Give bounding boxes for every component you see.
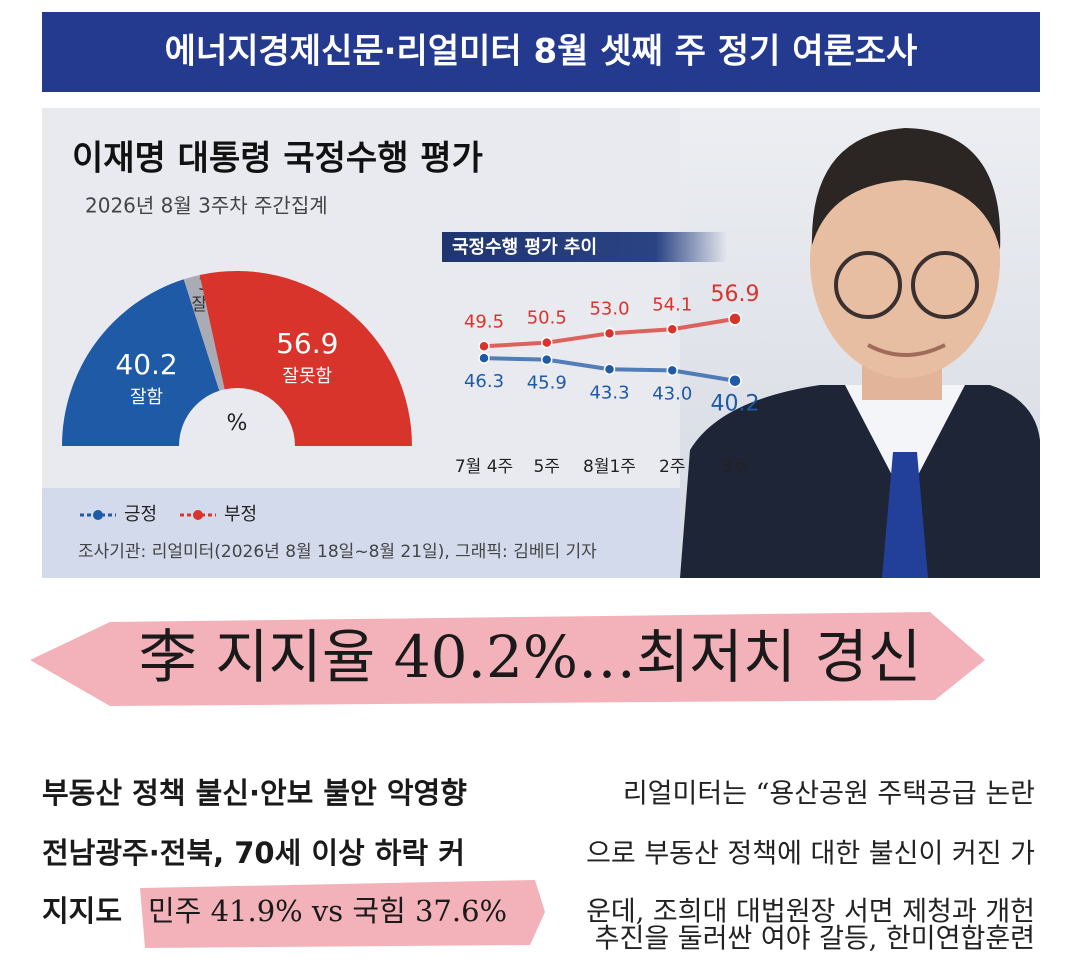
- point-label: 40.2: [711, 392, 760, 417]
- segment-value: 56.9: [276, 327, 338, 360]
- line-chart-title-bg: [442, 232, 727, 262]
- line-chart: 국정수행 평가 추이 7월 4주 5주 8월1주 2주 3주 46.3 45.9 43.3 43.…: [80, 232, 759, 525]
- infographic-title: 이재명 대통령 국정수행 평가: [72, 139, 483, 179]
- segment-label: 잘못함: [282, 366, 332, 387]
- point: [541, 336, 553, 349]
- body-line: 으로 부동산 정책에 대한 불신이 커진 가: [586, 839, 1035, 870]
- point: [666, 364, 678, 377]
- face: [810, 142, 1000, 378]
- smile: [867, 343, 946, 357]
- body-line: 리얼미터는 “용산공원 주택공급 논란: [623, 779, 1035, 810]
- line-chart-title: 국정수행 평가 추이: [452, 237, 597, 258]
- point-label: 43.3: [589, 382, 629, 403]
- banner: [42, 12, 1040, 92]
- legend-dot: [193, 510, 203, 520]
- infographic-subtitle: 2026년 8월 3주차 주간집계: [85, 194, 328, 218]
- photo: [680, 108, 1040, 578]
- x-tick-label: 8월1주: [583, 457, 636, 477]
- point-label: 50.5: [527, 308, 567, 329]
- point: [603, 327, 616, 340]
- body-line: 추진을 둘러싼 여야 갈등, 한미연합훈련: [595, 924, 1035, 955]
- point-label: 56.9: [711, 282, 760, 307]
- legend-label: 긍정: [124, 504, 157, 525]
- segment-label: 잘함: [130, 387, 163, 408]
- point-label: 53.0: [589, 298, 629, 319]
- hair: [811, 128, 1001, 250]
- point: [541, 353, 553, 366]
- x-tick-label: 5주: [534, 457, 560, 477]
- point: [478, 352, 490, 364]
- donut-segment: [62, 279, 220, 446]
- point-label: 46.3: [464, 371, 504, 392]
- glasses-left: [834, 251, 902, 319]
- x-tick-label: 3주: [722, 457, 748, 477]
- headline-highlight: [30, 612, 985, 706]
- legend-label: 부정: [224, 504, 257, 525]
- point-label: 43.0: [652, 383, 692, 404]
- x-tick-label: 7월 4주: [455, 457, 513, 477]
- subhead: 부동산 정책 불신·안보 불안 악영향: [42, 776, 467, 810]
- glasses-right: [911, 251, 979, 319]
- subhead: 지지도: [42, 894, 122, 928]
- headline: 李 지지율 40.2%…최저치 경신: [139, 623, 921, 691]
- body-line: 운데, 조희대 대법원장 서면 제청과 개헌: [586, 897, 1035, 928]
- point: [666, 323, 678, 336]
- suit: [680, 385, 1040, 578]
- x-tick-label: 2주: [659, 457, 685, 477]
- point: [728, 373, 742, 388]
- tie: [882, 452, 928, 578]
- point: [603, 363, 616, 376]
- subhead-highlight-mark: [140, 880, 545, 948]
- subhead: 전남광주·전북, 70세 이상 하락 커: [42, 836, 465, 870]
- unit-label: %: [227, 411, 248, 436]
- source: 조사기관: 리얼미터(2026년 8월 18일~8월 21일), 그래픽: 김베…: [78, 542, 597, 562]
- shirt: [845, 385, 965, 500]
- legend-dot: [93, 510, 103, 520]
- donut-segment: [199, 271, 412, 446]
- donut-segment: [183, 275, 225, 391]
- point-label: 54.1: [652, 294, 692, 315]
- subhead-highlight: 민주 41.9% vs 국힘 37.6%: [148, 894, 507, 928]
- point: [728, 312, 742, 326]
- banner-text: 에너지경제신문·리얼미터 8월 셋째 주 정기 여론조사: [165, 32, 918, 72]
- point-label: 49.5: [464, 311, 504, 332]
- point-label: 45.9: [527, 373, 567, 394]
- point: [478, 340, 490, 353]
- segment-value: 40.2: [115, 348, 177, 381]
